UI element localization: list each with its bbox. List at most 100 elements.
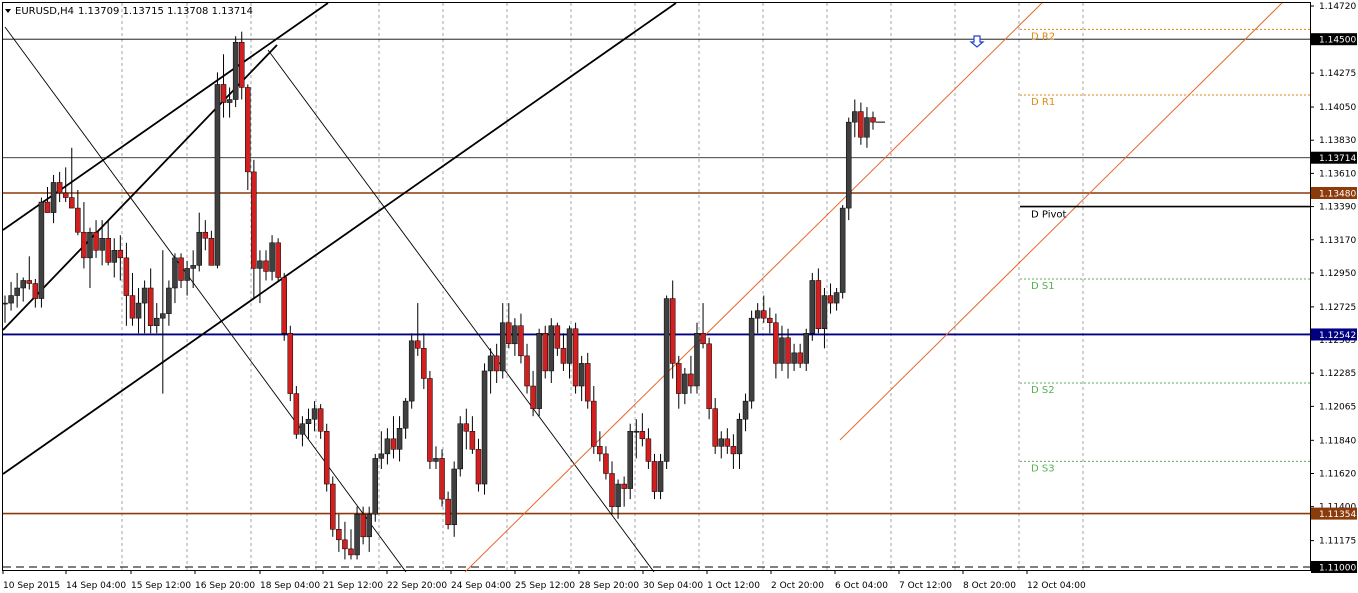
price-label: 1.11000 xyxy=(1319,563,1356,573)
down-arrow-icon xyxy=(969,35,985,48)
y-tick-label: 1.11175 xyxy=(1319,537,1356,547)
bull-candle xyxy=(657,461,664,492)
price-label-box xyxy=(1311,560,1357,573)
bull-candle xyxy=(141,287,148,304)
bear-candle xyxy=(524,355,530,387)
bear-candle xyxy=(767,317,773,323)
bear-candle xyxy=(421,348,427,379)
bear-candle xyxy=(542,332,548,372)
bear-candle xyxy=(724,438,731,447)
y-tick-label: 1.14720 xyxy=(1319,2,1356,12)
channel-mid-line xyxy=(2,44,278,331)
bear-candle xyxy=(445,498,451,526)
bull-candle xyxy=(821,295,828,329)
price-label: 1.11354 xyxy=(1319,510,1356,520)
bull-candle xyxy=(8,295,14,304)
x-tick-label: 22 Sep 20:00 xyxy=(387,581,447,591)
bear-candle xyxy=(603,453,609,474)
bear-candle xyxy=(676,363,682,394)
bull-candle xyxy=(548,325,555,372)
bear-candle xyxy=(415,340,421,349)
bear-candle xyxy=(560,348,567,364)
pivot-label: D R2 xyxy=(1031,31,1055,42)
bear-candle xyxy=(287,332,294,394)
bear-candle xyxy=(360,513,366,538)
bear-candle xyxy=(251,171,257,269)
bear-candle xyxy=(773,322,779,364)
bull-candle xyxy=(87,231,93,259)
bear-candle xyxy=(858,111,864,138)
x-tick-label: 8 Oct 20:00 xyxy=(963,581,1016,591)
bull-candle xyxy=(833,292,840,304)
bull-candle xyxy=(184,268,190,281)
y-tick-label: 1.11840 xyxy=(1319,436,1356,446)
bear-candle xyxy=(591,400,597,447)
bear-candle xyxy=(827,295,834,304)
y-tick-label: 1.13610 xyxy=(1319,169,1356,179)
bull-candle xyxy=(845,121,852,209)
x-tick-label: 15 Sep 12:00 xyxy=(131,581,191,591)
bull-candle xyxy=(536,332,542,409)
bear-candle xyxy=(609,473,615,507)
bear-candle xyxy=(245,87,251,173)
bear-candle xyxy=(815,280,822,329)
bear-candle xyxy=(69,197,75,209)
pivot-layer: D R2 D R1 D Pivot D S1 D S2 D S3 xyxy=(1020,28,1310,474)
bull-candle xyxy=(852,111,858,123)
bull-candle xyxy=(50,182,57,213)
bull-candle xyxy=(408,340,415,402)
bull-candle xyxy=(396,428,403,450)
levels-layer xyxy=(3,38,1310,568)
bear-candle xyxy=(639,431,646,440)
y-tick-label: 1.13170 xyxy=(1319,236,1356,246)
bull-candle xyxy=(694,332,700,387)
bear-candle xyxy=(293,393,300,435)
time-axis[interactable]: 10 Sep 2015 14 Sep 04:00 15 Sep 12:00 16 Se… xyxy=(2,570,1086,591)
bear-candle xyxy=(463,423,470,432)
bear-candle xyxy=(220,84,227,103)
bear-candle xyxy=(439,458,445,500)
bull-candle xyxy=(2,302,8,305)
bear-candle xyxy=(26,280,33,284)
bear-candle xyxy=(32,283,39,299)
bear-candle xyxy=(785,337,791,364)
bull-candle xyxy=(14,287,20,296)
bear-candle xyxy=(62,192,69,198)
bull-candle xyxy=(627,431,633,489)
bull-candle xyxy=(311,408,318,420)
price-label-box xyxy=(1311,33,1357,46)
bear-candle xyxy=(336,529,342,541)
bear-candle xyxy=(621,483,627,489)
bear-candle xyxy=(870,117,876,123)
bear-candle xyxy=(651,461,658,492)
bull-candle xyxy=(615,483,621,507)
bear-candle xyxy=(700,332,706,345)
bull-candle xyxy=(384,438,391,455)
bear-candle xyxy=(208,237,215,266)
bull-candle xyxy=(154,317,160,326)
pivot-label: D S3 xyxy=(1031,463,1055,474)
bull-candle xyxy=(190,265,196,269)
price-axis[interactable]: 1.147201.144951.142751.140501.138301.136… xyxy=(1310,2,1357,573)
bull-candle xyxy=(196,231,202,266)
price-label: 1.14500 xyxy=(1319,36,1356,46)
x-tick-label: 25 Sep 12:00 xyxy=(515,581,575,591)
bear-candle xyxy=(506,322,512,345)
dropdown-triangle-icon[interactable] xyxy=(5,9,11,13)
candle-layer xyxy=(2,31,886,560)
y-tick-label: 1.12950 xyxy=(1319,269,1356,279)
trend-layer xyxy=(2,2,1283,573)
bull-candle xyxy=(20,280,26,289)
bull-candle xyxy=(226,99,233,103)
bull-candle xyxy=(451,468,457,526)
bear-candle xyxy=(117,250,124,259)
y-tick-label: 1.11620 xyxy=(1319,469,1356,479)
x-tick-label: 1 Oct 12:00 xyxy=(707,581,760,591)
x-tick-label: 10 Sep 2015 xyxy=(3,581,60,591)
y-tick-label: 1.13830 xyxy=(1319,136,1356,146)
bear-candle xyxy=(263,260,269,272)
bear-candle xyxy=(530,385,536,409)
ohlc-values: 1.13709 1.13715 1.13708 1.13714 xyxy=(78,6,253,17)
